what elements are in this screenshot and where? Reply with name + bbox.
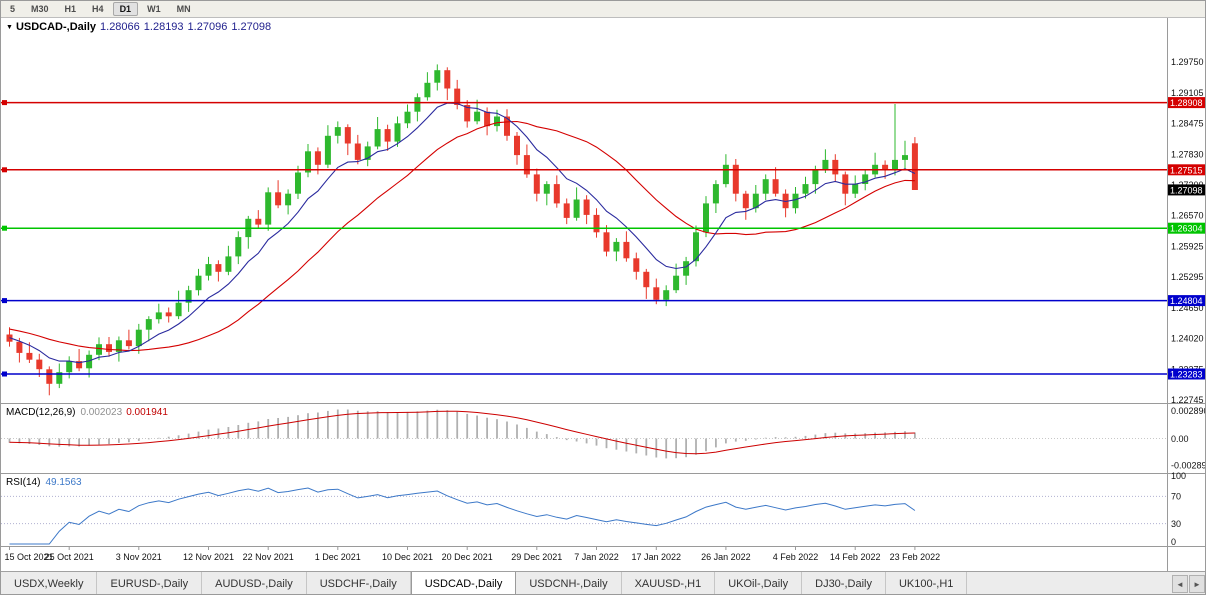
svg-text:0.002890: 0.002890 bbox=[1171, 406, 1206, 416]
svg-text:17 Jan 2022: 17 Jan 2022 bbox=[632, 552, 682, 562]
svg-text:1.28475: 1.28475 bbox=[1171, 119, 1204, 129]
svg-text:30: 30 bbox=[1171, 519, 1181, 529]
svg-text:7 Jan 2022: 7 Jan 2022 bbox=[574, 552, 619, 562]
svg-text:1.29105: 1.29105 bbox=[1171, 88, 1204, 98]
svg-text:1.25295: 1.25295 bbox=[1171, 272, 1204, 282]
svg-text:0.00: 0.00 bbox=[1171, 434, 1189, 444]
ohlc-close-value: 1.27098 bbox=[231, 21, 272, 33]
svg-text:1 Dec 2021: 1 Dec 2021 bbox=[315, 552, 361, 562]
rsi-value: 49.1563 bbox=[45, 477, 82, 488]
svg-text:1.22745: 1.22745 bbox=[1171, 395, 1204, 405]
svg-text:1.28908: 1.28908 bbox=[1170, 98, 1203, 108]
level-lines-layer[interactable] bbox=[1, 100, 1167, 377]
tabs-scroll-left-icon[interactable]: ◄ bbox=[1172, 575, 1188, 593]
svg-text:3 Nov 2021: 3 Nov 2021 bbox=[116, 552, 162, 562]
indicator-axes: 0.002890 0.00 -0.002890100 70 30 0 bbox=[1171, 406, 1206, 547]
period-button-h1[interactable]: H1 bbox=[64, 4, 77, 14]
svg-text:1.24804: 1.24804 bbox=[1170, 296, 1203, 306]
svg-text:1.24020: 1.24020 bbox=[1171, 333, 1204, 343]
svg-text:1.24650: 1.24650 bbox=[1171, 303, 1204, 313]
tab-usdcnh-daily[interactable]: USDCNH-,Daily bbox=[516, 572, 622, 594]
svg-text:100: 100 bbox=[1171, 471, 1186, 481]
macd-name-label: MACD(12,26,9) bbox=[6, 407, 76, 418]
period-button-h4[interactable]: H4 bbox=[92, 4, 104, 14]
svg-text:14 Feb 2022: 14 Feb 2022 bbox=[830, 552, 881, 562]
svg-text:1.25925: 1.25925 bbox=[1171, 242, 1204, 252]
tab-dj30-daily[interactable]: DJ30-,Daily bbox=[802, 572, 886, 594]
chart-canvas[interactable]: 1.297501.291051.284751.278301.272001.265… bbox=[1, 18, 1206, 571]
svg-text:4 Feb 2022: 4 Feb 2022 bbox=[773, 552, 819, 562]
tab-eurusd-daily[interactable]: EURUSD-,Daily bbox=[97, 572, 203, 594]
tab-usdcad-daily[interactable]: USDCAD-,Daily bbox=[410, 572, 517, 594]
svg-text:1.27515: 1.27515 bbox=[1170, 165, 1203, 175]
tab-uk100-h1[interactable]: UK100-,H1 bbox=[885, 572, 968, 594]
tab-ukoil-daily[interactable]: UKOil-,Daily bbox=[715, 572, 803, 594]
svg-text:1.26304: 1.26304 bbox=[1170, 224, 1203, 234]
ohlc-low-value: 1.27096 bbox=[187, 21, 228, 33]
symbol-tabbar: USDX,Weekly EURUSD-,Daily AUDUSD-,Daily USD… bbox=[1, 571, 1205, 594]
tab-usdchf-daily[interactable]: USDCHF-,Daily bbox=[306, 572, 411, 594]
tabs-scroll: ◄ ► bbox=[1172, 572, 1205, 594]
svg-text:70: 70 bbox=[1171, 492, 1181, 502]
tab-audusd-daily[interactable]: AUDUSD-,Daily bbox=[202, 572, 307, 594]
svg-text:22 Nov 2021: 22 Nov 2021 bbox=[243, 552, 294, 562]
svg-text:29 Dec 2021: 29 Dec 2021 bbox=[511, 552, 562, 562]
svg-text:1.26570: 1.26570 bbox=[1171, 210, 1204, 220]
svg-text:1.29750: 1.29750 bbox=[1171, 57, 1204, 67]
tabs-scroll-right-icon[interactable]: ► bbox=[1189, 575, 1205, 593]
window-menu-icon[interactable]: ▼ bbox=[6, 24, 13, 31]
timeframe-toolbar: 5 M30 H1 H4 D1 W1 MN bbox=[1, 1, 1205, 18]
period-button-m30[interactable]: M30 bbox=[31, 4, 49, 14]
svg-text:1.23283: 1.23283 bbox=[1170, 370, 1203, 380]
ohlc-high-value: 1.28193 bbox=[143, 21, 184, 33]
svg-text:26 Jan 2022: 26 Jan 2022 bbox=[701, 552, 751, 562]
period-button-w1[interactable]: W1 bbox=[147, 4, 161, 14]
rsi-name-label: RSI(14) bbox=[6, 477, 41, 488]
macd-signal-value: 0.001941 bbox=[126, 407, 168, 418]
svg-text:15 Oct 2021: 15 Oct 2021 bbox=[4, 552, 53, 562]
rsi-panel bbox=[1, 487, 1167, 545]
svg-text:23 Feb 2022: 23 Feb 2022 bbox=[890, 552, 941, 562]
price-axis: 1.297501.291051.284751.278301.272001.265… bbox=[1168, 57, 1205, 405]
svg-text:0: 0 bbox=[1171, 537, 1176, 547]
ohlc-open-value: 1.28066 bbox=[100, 21, 140, 33]
rsi-label: RSI(14) 49.1563 bbox=[6, 477, 82, 488]
svg-text:12 Nov 2021: 12 Nov 2021 bbox=[183, 552, 234, 562]
svg-text:1.27098: 1.27098 bbox=[1170, 185, 1203, 195]
moving-averages-layer bbox=[9, 102, 916, 364]
candles-layer bbox=[6, 64, 918, 396]
chart-region: 1.297501.291051.284751.278301.272001.265… bbox=[1, 18, 1206, 571]
period-button-mn[interactable]: MN bbox=[176, 4, 191, 14]
period-button-d1[interactable]: D1 bbox=[112, 2, 139, 16]
tab-xauusd-h1[interactable]: XAUUSD-,H1 bbox=[621, 572, 716, 594]
chart-symbol-label: USDCAD-,Daily bbox=[15, 21, 97, 33]
tab-usdx-weekly[interactable]: USDX,Weekly bbox=[1, 572, 98, 594]
panel-separators bbox=[1, 18, 1205, 571]
svg-text:10 Dec 2021: 10 Dec 2021 bbox=[382, 552, 433, 562]
period-button-5[interactable]: 5 bbox=[10, 4, 16, 14]
svg-text:1.27830: 1.27830 bbox=[1171, 150, 1204, 160]
chart-title: ▼ USDCAD-,Daily 1.28066 1.28193 1.27096 1.270… bbox=[6, 21, 271, 33]
macd-main-value: 0.002023 bbox=[80, 407, 123, 418]
svg-text:20 Dec 2021: 20 Dec 2021 bbox=[442, 552, 493, 562]
macd-panel bbox=[1, 409, 1167, 459]
svg-text:-0.002890: -0.002890 bbox=[1171, 461, 1206, 471]
tabs-container: USDX,Weekly EURUSD-,Daily AUDUSD-,Daily USD… bbox=[1, 572, 968, 594]
macd-label: MACD(12,26,9) 0.002023 0.001941 bbox=[6, 407, 168, 418]
svg-text:25 Oct 2021: 25 Oct 2021 bbox=[45, 552, 94, 562]
